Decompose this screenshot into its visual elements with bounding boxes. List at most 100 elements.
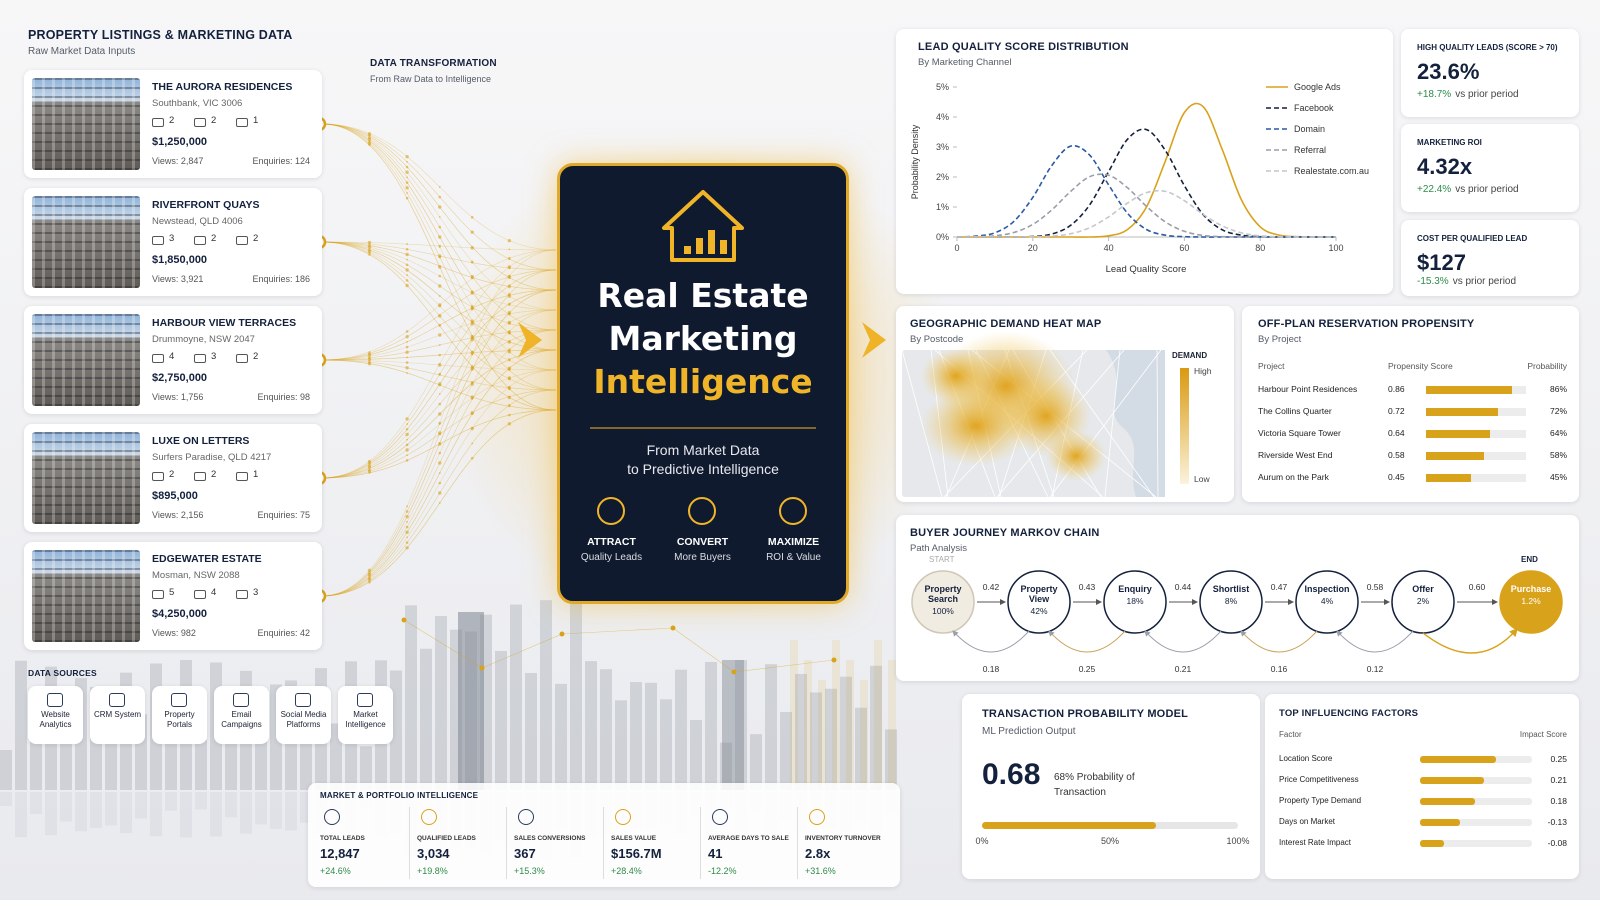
network-line <box>481 633 563 669</box>
listing-card: EDGEWATER ESTATE Mosman, NSW 2088 5 4 3 $4,25… <box>24 542 322 650</box>
flow-particle <box>405 279 409 282</box>
flow-particle <box>405 170 409 174</box>
flow-particle <box>405 283 409 288</box>
source-icon <box>357 693 373 707</box>
flow-particle <box>438 412 442 416</box>
flow-particle <box>405 350 409 354</box>
metric-change: +31.6% <box>805 866 836 876</box>
source-label: Market Intelligence <box>345 710 386 729</box>
y-tick-label: 3% <box>936 142 949 152</box>
metric-value: 2.8x <box>805 846 831 861</box>
flow-particle <box>438 431 442 435</box>
skyline-building <box>675 669 687 790</box>
back-arrow <box>1336 630 1414 653</box>
flow-particle <box>438 195 442 199</box>
skyline-building <box>585 661 597 790</box>
network-line <box>403 619 483 669</box>
property-views: Views: 2,847 <box>152 156 204 166</box>
density-curve <box>956 128 1336 238</box>
section-subtitle: From Raw Data to Intelligence <box>370 74 492 84</box>
flow-particle <box>508 340 511 342</box>
skyline-reflection <box>75 792 87 832</box>
back-probability: 0.12 <box>1367 664 1384 674</box>
kpi-change: +22.4% <box>1417 184 1452 195</box>
skyline-tower <box>722 660 744 790</box>
feature-count: 2 <box>253 233 259 244</box>
impact-bar <box>1420 798 1475 805</box>
gold-bar <box>818 680 826 790</box>
state-share: 42% <box>1030 606 1048 616</box>
probability-value: 0.68 <box>982 758 1041 791</box>
flow-particle <box>368 472 371 474</box>
feature-count: 2 <box>211 469 217 480</box>
flow-particle <box>438 472 441 474</box>
skyline-building <box>525 672 537 790</box>
kpi-card: HIGH QUALITY LEADS (SCORE > 70) 23.6% +18.… <box>1401 29 1579 117</box>
bar-track <box>1420 840 1532 847</box>
skyline-building <box>705 661 717 790</box>
property-name: THE AURORA RESIDENCES <box>152 81 293 93</box>
property-price: $1,250,000 <box>152 136 208 148</box>
offplan-card: OFF-PLAN RESERVATION PROPENSITY By Projec… <box>1242 306 1579 502</box>
flow-particle <box>406 160 409 163</box>
flow-particle <box>471 353 474 356</box>
flow-particle <box>438 402 442 406</box>
skyline-reflection <box>240 792 252 834</box>
flow-particle <box>405 417 409 421</box>
probability-description: 68% Probability of Transaction <box>1054 772 1135 798</box>
y-tick-label: 5% <box>936 82 949 92</box>
metric-value: $156.7M <box>611 846 662 861</box>
metric-change: +15.3% <box>514 866 545 876</box>
skyline-reflection <box>120 792 132 834</box>
skyline-reflection <box>180 792 192 838</box>
section-title: PROPERTY LISTINGS & MARKETING DATA <box>28 28 293 42</box>
map-road <box>1104 349 1121 498</box>
feature-icon <box>194 236 206 245</box>
purchase-arrow <box>1422 627 1518 654</box>
flow-particle <box>368 580 371 584</box>
flow-particle <box>471 277 474 280</box>
transition-probability: 0.47 <box>1271 582 1288 592</box>
column-header: Propensity Score <box>1388 361 1453 371</box>
flow-particle <box>470 368 474 371</box>
metric-icon <box>421 809 437 825</box>
back-arrow <box>1144 630 1222 653</box>
probability-bar <box>1426 452 1484 460</box>
flow-particle <box>438 274 442 278</box>
kpi-change-note: vs prior period <box>1455 184 1519 195</box>
flow-particle <box>470 456 474 460</box>
impact-score: 0.18 <box>1550 796 1567 806</box>
skyline-reflection <box>270 792 282 829</box>
factor-name: Interest Rate Impact <box>1279 838 1352 847</box>
feature-icon <box>194 118 206 127</box>
property-photo <box>32 314 140 406</box>
density-curve <box>956 144 1336 238</box>
x-tick-label: 40 <box>1104 243 1114 253</box>
skyline-building <box>0 750 12 790</box>
source-label: CRM System <box>93 710 142 719</box>
skyline-reflection <box>150 792 162 837</box>
skyline-building <box>165 736 177 790</box>
skyline-reflection <box>225 792 237 818</box>
legend-label: Facebook <box>1294 103 1334 113</box>
house-bar <box>684 246 691 254</box>
skyline-tower <box>458 612 484 790</box>
state-share: 18% <box>1126 596 1144 606</box>
metric-icon <box>712 809 728 825</box>
state-node <box>911 570 975 634</box>
state-name: Inspection <box>1304 584 1350 594</box>
gold-bar <box>832 640 840 790</box>
skyline-building <box>630 681 642 790</box>
flow-particle <box>367 460 372 465</box>
flow-particle <box>438 244 442 248</box>
flow-particle <box>438 353 442 357</box>
skyline-building <box>825 688 837 790</box>
skyline-building <box>750 734 762 790</box>
hero-tagline: From Market Data <box>646 442 760 458</box>
skyline-reflection <box>60 792 72 822</box>
flow-particle <box>406 258 409 261</box>
skyline-building <box>420 648 432 790</box>
flow-particle <box>508 358 511 361</box>
listing-card: LUXE ON LETTERS Surfers Paradise, QLD 421… <box>24 424 322 532</box>
kpi-card: COST PER QUALIFIED LEAD $127 -15.3% vs prio… <box>1401 220 1579 296</box>
